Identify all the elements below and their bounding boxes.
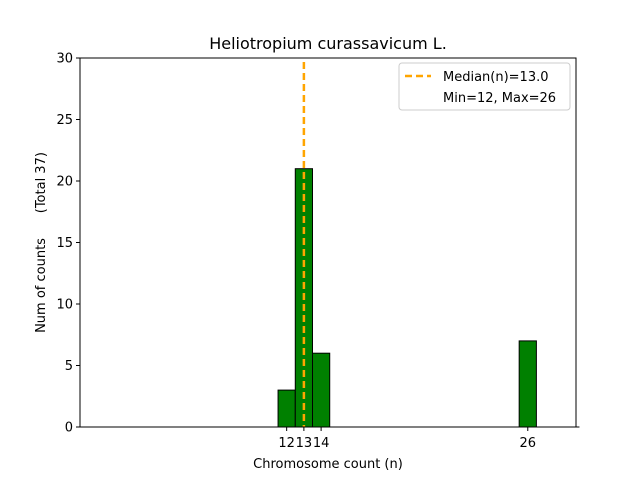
x-tick-label: 14	[313, 436, 330, 451]
legend-median-label: Median(n)=13.0	[443, 70, 549, 85]
x-tick-label: 13	[296, 436, 313, 451]
legend: Median(n)=13.0 Min=12, Max=26	[398, 62, 571, 111]
x-tick-label: 26	[520, 436, 537, 451]
y-tick-label: 25	[56, 113, 73, 128]
legend-box	[398, 62, 571, 111]
legend-range-label: Min=12, Max=26	[443, 91, 556, 106]
y-tick-label: 0	[65, 421, 73, 436]
bar-n-12	[277, 389, 296, 428]
x-axis: 12 13 14 26	[278, 427, 536, 451]
y-tick-label: 20	[56, 175, 73, 190]
y-axis-label: Num of counts (Total 37)	[34, 152, 49, 333]
bar-n-14	[312, 352, 331, 428]
x-axis-label: Chromosome count (n)	[253, 457, 403, 472]
y-tick-label: 30	[56, 52, 73, 67]
y-axis: 0 5 10 15 20 25 30	[56, 52, 80, 436]
y-tick-label: 15	[56, 236, 73, 251]
y-tick-label: 10	[56, 298, 73, 313]
x-tick-label: 12	[278, 436, 295, 451]
bar-n-26	[518, 340, 537, 428]
y-tick-label: 5	[65, 359, 73, 374]
chart-title: Heliotropium curassavicum L.	[209, 34, 447, 53]
